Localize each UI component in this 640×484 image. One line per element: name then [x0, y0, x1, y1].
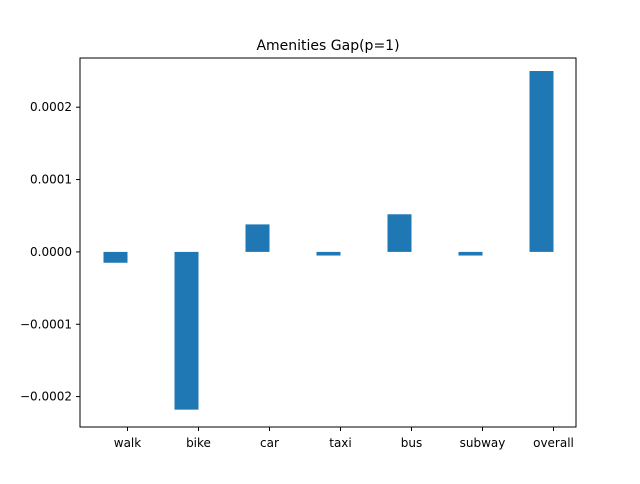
bar-subway [458, 251, 483, 256]
x-tick-label: overall [533, 436, 574, 450]
y-tick-label: 0.0002 [30, 100, 72, 114]
x-tick-label: bike [186, 436, 211, 450]
x-tick-label: taxi [329, 436, 352, 450]
bar-car [245, 224, 270, 252]
x-axis: walk bike car taxi bus subway overall [114, 427, 574, 450]
x-tick-label: walk [114, 436, 142, 450]
x-tick-label: car [260, 436, 279, 450]
plot-area [103, 71, 554, 410]
x-tick-label: bus [401, 436, 422, 450]
bar-overall [529, 71, 554, 252]
y-tick-label: 0.0001 [30, 173, 72, 187]
bar-taxi [316, 251, 341, 256]
y-tick-label: −0.0001 [20, 317, 72, 331]
bar-walk [103, 251, 128, 263]
bar-bus [387, 214, 412, 252]
x-tick-label: subway [460, 436, 506, 450]
chart-title: Amenities Gap(p=1) [256, 38, 399, 54]
y-tick-label: −0.0002 [20, 390, 72, 404]
y-tick-label: 0.0000 [30, 245, 72, 259]
plot-frame [79, 57, 577, 428]
y-axis: −0.0002 −0.0001 0.0000 0.0001 0.0002 [20, 100, 80, 404]
bar-bike [174, 251, 199, 410]
